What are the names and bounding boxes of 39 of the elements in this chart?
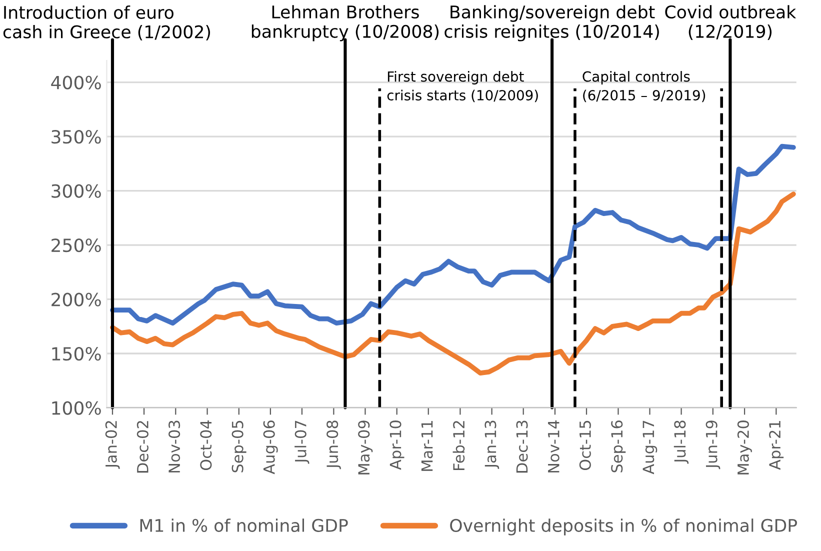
y-tick-label: 300% [52, 184, 101, 198]
x-tick-label: Sep-05 [232, 420, 246, 472]
y-tick-label: 150% [52, 346, 101, 361]
x-tick-label: Jan-13 [484, 420, 500, 469]
ref-line-label: Lehman Brothers bankruptcy (10/2008) [252, 5, 439, 42]
x-tick-label: Nov-03 [168, 420, 180, 472]
y-tick-label: 400% [51, 76, 101, 90]
y-tick-label: 100% [52, 401, 101, 415]
x-tick-label: Jul-07 [294, 420, 310, 464]
x-tick-label: Apr-21 [769, 420, 784, 470]
x-tick-label: Oct-15 [579, 420, 591, 470]
x-tick-label: Jan-02 [105, 421, 120, 469]
ref-line-label: Banking/sovereign debt crisis reignites (10/2014) [444, 5, 659, 42]
x-tick-label: Feb-12 [452, 421, 465, 470]
x-tick-label: Mar-11 [421, 420, 433, 471]
x-tick-label: Sep-16 [611, 420, 626, 472]
y-tick-label: 200% [52, 292, 101, 306]
line-series [110, 144, 796, 326]
y-tick-label: 250% [52, 238, 101, 252]
x-tick-label: Jun-19 [706, 420, 720, 470]
x-tick-label: Nov-14 [548, 420, 560, 472]
x-tick-label: Dec-02 [136, 421, 148, 473]
x-tick-label: Oct-04 [200, 420, 212, 470]
y-tick-label: 350% [52, 130, 101, 144]
x-tick-label: Aug-17 [642, 420, 658, 474]
ref-line-label: Capital controls (6/2015 – 9/2019) [582, 71, 706, 102]
legend-label: M1 in % of nominal GDP [140, 518, 348, 532]
x-tick-label: May-09 [358, 420, 373, 474]
x-tick-label: May-20 [737, 420, 752, 474]
x-tick-label: Aug-06 [263, 420, 278, 474]
x-tick-label: Jul-18 [674, 420, 689, 464]
line-series [110, 192, 796, 376]
legend-label: Overnight deposits in % of nonimal GDP [450, 518, 797, 536]
ref-line-label: Introduction of euro cash in Greece (1/2002) [3, 6, 210, 40]
x-tick-label: Dec-13 [516, 420, 528, 473]
x-tick-label: Apr-10 [390, 420, 404, 470]
x-tick-label: Jun-08 [326, 420, 341, 470]
ref-line-label: First sovereign debt crisis starts (10/2009) [387, 71, 538, 102]
ref-line-label: Covid outbreak (12/2019) [665, 5, 796, 40]
